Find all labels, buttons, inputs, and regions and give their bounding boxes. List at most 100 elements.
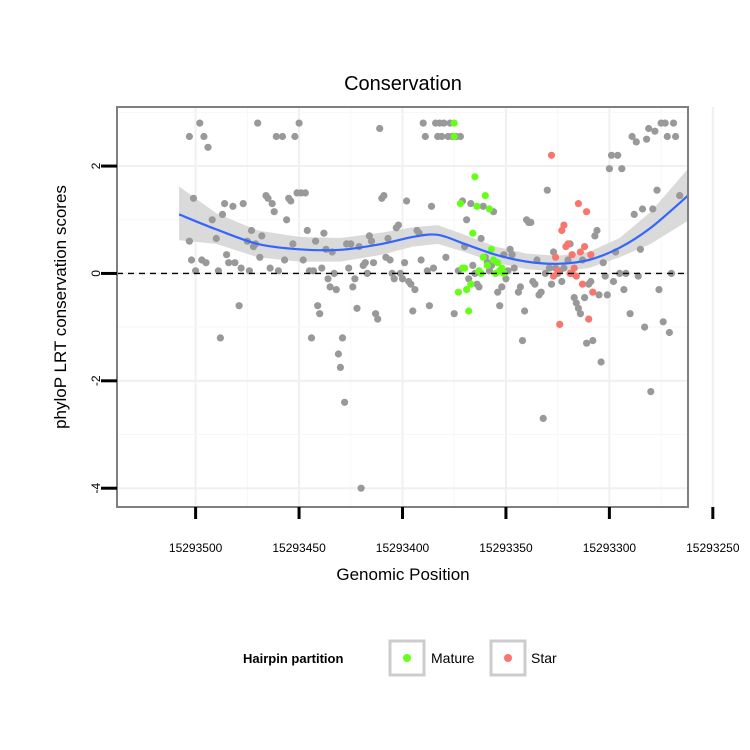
data-point-other: [607, 151, 616, 159]
data-point-other: [632, 138, 640, 146]
y-tick-label: 0: [89, 270, 103, 277]
data-point-other: [614, 151, 622, 159]
data-point-mature: [473, 202, 481, 210]
data-point-star: [585, 315, 593, 323]
data-point-other: [672, 132, 680, 141]
data-point-other: [421, 132, 429, 141]
data-point-other: [363, 269, 371, 277]
data-point-other: [202, 259, 210, 267]
data-point-other: [318, 264, 326, 272]
x-tick-label: 15293450: [272, 541, 326, 555]
data-point-other: [218, 210, 227, 218]
smooth-fit-curve: [178, 194, 689, 265]
data-point-other: [256, 253, 264, 261]
data-point-other: [208, 216, 216, 224]
y-axis-title: phyloP LRT conservation scores: [51, 185, 70, 429]
data-point-mature: [463, 286, 471, 294]
data-point-other: [409, 307, 417, 315]
data-point-other: [254, 119, 262, 127]
data-point-other: [196, 119, 204, 127]
data-point-other: [185, 132, 193, 141]
data-point-other: [334, 350, 342, 358]
data-point-other: [516, 283, 525, 291]
data-point-mature: [450, 119, 458, 127]
data-point-other: [316, 310, 324, 318]
data-point-other: [229, 202, 237, 210]
data-point-other: [330, 269, 338, 277]
data-point-mature: [485, 205, 493, 213]
data-point-other: [655, 286, 663, 294]
data-point-mature: [483, 261, 491, 269]
data-point-other: [407, 280, 415, 288]
data-point-star: [568, 251, 576, 259]
data-point-other: [475, 283, 483, 291]
data-point-other: [187, 256, 196, 264]
data-point-other: [560, 264, 568, 272]
legend-entry-star: Star: [489, 639, 557, 677]
data-point-other: [429, 264, 438, 272]
data-point-other: [649, 205, 657, 213]
data-point-other: [192, 267, 200, 275]
data-point-other: [547, 280, 556, 288]
legend-title: Hairpin partition: [243, 651, 343, 666]
data-point-other: [425, 302, 433, 310]
x-axis-title: Genomic Position: [336, 565, 469, 584]
data-point-other: [367, 237, 376, 245]
x-tick-label: 15293250: [686, 541, 740, 555]
data-point-other: [450, 310, 458, 318]
data-point-other: [214, 267, 222, 275]
data-point-other: [597, 358, 605, 366]
data-point-other: [531, 280, 539, 288]
data-point-other: [601, 272, 609, 280]
data-point-other: [341, 398, 349, 406]
data-point-other: [245, 267, 253, 275]
data-point-other: [314, 302, 322, 310]
data-point-other: [570, 294, 578, 302]
data-point-other: [599, 259, 607, 267]
data-point-other: [239, 200, 247, 208]
data-point-other: [268, 200, 276, 208]
data-point-other: [291, 132, 299, 141]
data-point-other: [332, 286, 340, 294]
x-tick-label: 15293500: [169, 541, 223, 555]
data-point-other: [369, 259, 378, 267]
data-point-other: [593, 226, 601, 235]
data-point-other: [469, 261, 477, 269]
data-point-other: [643, 135, 651, 143]
y-tick-label: -4: [89, 483, 103, 494]
data-point-other: [438, 132, 446, 141]
data-point-other: [587, 277, 595, 286]
data-point-star: [574, 200, 583, 208]
data-point-other: [609, 277, 618, 286]
smooth-fit-line: [178, 194, 689, 265]
data-point-star: [552, 253, 560, 261]
data-point-mature: [454, 288, 462, 296]
data-point-mature: [450, 132, 458, 141]
grid-lines: [117, 107, 714, 507]
data-point-other: [440, 119, 448, 127]
data-point-other: [384, 234, 392, 243]
data-point-other: [661, 119, 669, 127]
data-point-other: [543, 186, 551, 194]
data-point-star: [558, 226, 566, 235]
data-point-other: [403, 197, 411, 205]
data-point-other: [537, 288, 545, 296]
data-point-other: [645, 124, 653, 133]
data-point-other: [274, 267, 282, 275]
legend: Hairpin partition Mature Star: [243, 639, 557, 677]
data-point-star: [583, 208, 591, 216]
data-point-other: [616, 269, 624, 277]
data-point-other: [456, 132, 464, 141]
data-point-star: [554, 267, 562, 275]
x-tick-label: 15293300: [583, 541, 637, 555]
data-point-other: [237, 264, 245, 272]
data-point-other: [477, 234, 485, 243]
data-point-other: [463, 216, 471, 224]
confidence-band-area: [179, 168, 688, 272]
data-point-other: [417, 256, 425, 264]
data-point-other: [349, 283, 357, 291]
data-point-star: [556, 320, 564, 328]
data-point-other: [467, 200, 475, 208]
legend-marker-star: [504, 654, 512, 662]
